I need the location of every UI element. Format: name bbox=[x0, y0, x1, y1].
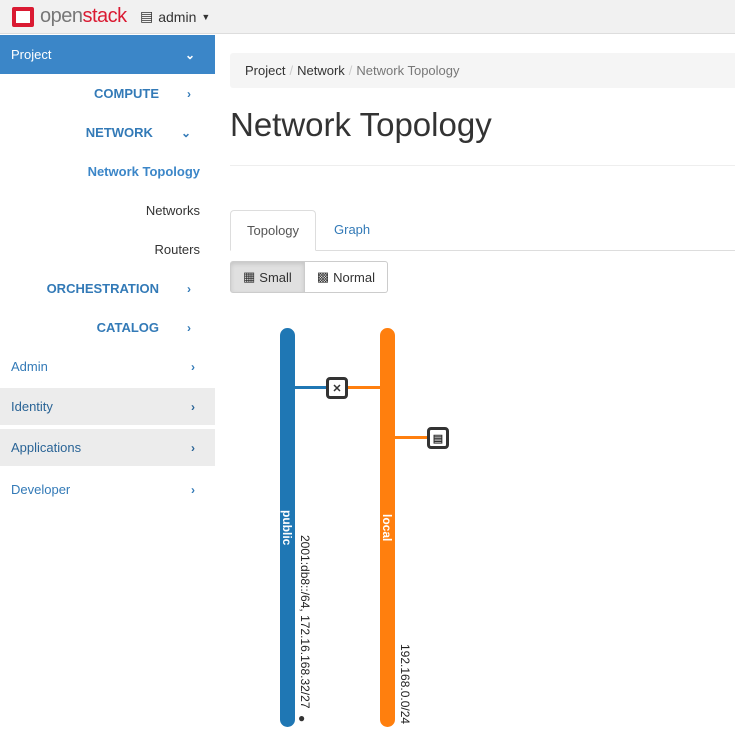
sidebar-item-applications[interactable]: Applications › bbox=[0, 429, 215, 466]
label: Networks bbox=[145, 203, 200, 218]
sidebar-item-admin[interactable]: Admin › bbox=[0, 347, 215, 386]
chevron-right-icon: › bbox=[191, 482, 195, 497]
grid-small-icon: ▦ bbox=[243, 269, 256, 284]
project-dropdown[interactable]: ▤ admin ▼ bbox=[140, 8, 210, 25]
network-name-public: public bbox=[280, 510, 294, 546]
subnet-label-local: 192.168.0.0/24 bbox=[398, 644, 412, 725]
chevron-right-icon: › bbox=[191, 440, 195, 455]
chevron-right-icon: › bbox=[187, 281, 191, 296]
label: Project bbox=[11, 47, 52, 62]
tab-bar: Topology Graph bbox=[230, 210, 735, 251]
sidebar: Project ⌄ COMPUTE › NETWORK ⌄ Network Topol… bbox=[0, 35, 215, 509]
label: Identity bbox=[11, 399, 53, 414]
small-button[interactable]: ▦ Small bbox=[230, 261, 305, 293]
openstack-logo[interactable]: openstack bbox=[12, 5, 127, 28]
normal-button[interactable]: ▩ Normal bbox=[304, 261, 389, 293]
globe-icon: ● bbox=[298, 711, 306, 725]
sidebar-item-identity[interactable]: Identity › bbox=[0, 388, 215, 425]
sidebar-item-network-topology[interactable]: Network Topology bbox=[0, 152, 215, 191]
top-navbar: openstack ▤ admin ▼ bbox=[0, 0, 735, 34]
chevron-right-icon: › bbox=[187, 86, 191, 101]
page-title: Network Topology bbox=[230, 106, 735, 166]
grid-large-icon: ▩ bbox=[316, 269, 330, 284]
sidebar-item-network[interactable]: NETWORK ⌄ bbox=[0, 113, 215, 152]
router-link-local bbox=[348, 386, 381, 389]
subnet-label-public: 2001:db8::/64, 172.16.168.32/27 bbox=[298, 535, 312, 709]
server-link-local bbox=[395, 436, 428, 439]
label: NETWORK bbox=[85, 125, 153, 140]
label: Applications bbox=[11, 440, 82, 455]
main-content: Project / Network / Network Topology Network… bbox=[230, 53, 735, 293]
view-size-toggle: ▦ Small ▩ Normal bbox=[230, 261, 389, 293]
router-icon[interactable]: ✕ bbox=[326, 377, 348, 399]
network-name-local: local bbox=[380, 514, 394, 542]
sidebar-item-routers[interactable]: Routers bbox=[0, 230, 215, 269]
chevron-down-icon: ⌄ bbox=[180, 125, 191, 140]
network-local[interactable] bbox=[380, 328, 395, 727]
logo-icon bbox=[12, 6, 34, 27]
label: Admin bbox=[11, 359, 48, 374]
label: Normal bbox=[333, 269, 376, 285]
tab-graph[interactable]: Graph bbox=[334, 222, 371, 237]
brand-suffix: stack bbox=[82, 5, 128, 27]
sidebar-item-project[interactable]: Project ⌄ bbox=[0, 35, 215, 74]
tab-topology[interactable]: Topology bbox=[230, 210, 317, 251]
brand-prefix: open bbox=[40, 5, 83, 27]
label: Small bbox=[259, 269, 292, 285]
sidebar-item-networks[interactable]: Networks bbox=[0, 191, 215, 230]
chevron-right-icon: › bbox=[187, 320, 191, 335]
label: Network Topology bbox=[87, 164, 200, 179]
label: COMPUTE bbox=[94, 86, 159, 101]
sidebar-item-developer[interactable]: Developer › bbox=[0, 470, 215, 509]
chevron-right-icon: › bbox=[191, 399, 195, 414]
project-name: admin bbox=[158, 8, 197, 25]
label: Developer bbox=[11, 482, 71, 497]
sidebar-item-catalog[interactable]: CATALOG › bbox=[0, 308, 215, 347]
breadcrumb-network[interactable]: Network bbox=[297, 63, 345, 78]
breadcrumb-current: Network Topology bbox=[356, 63, 460, 78]
caret-down-icon: ▼ bbox=[201, 11, 211, 22]
project-icon: ▤ bbox=[140, 8, 154, 24]
chevron-right-icon: › bbox=[191, 359, 195, 374]
breadcrumb-project[interactable]: Project bbox=[245, 63, 286, 78]
router-link-public bbox=[295, 386, 327, 389]
sidebar-item-orchestration[interactable]: ORCHESTRATION › bbox=[0, 269, 215, 308]
chevron-down-icon: ⌄ bbox=[184, 47, 195, 62]
label: CATALOG bbox=[96, 320, 159, 335]
label: Routers bbox=[154, 242, 200, 257]
network-public[interactable] bbox=[280, 328, 295, 727]
server-icon[interactable]: ▤ bbox=[427, 427, 449, 449]
label: ORCHESTRATION bbox=[46, 281, 159, 296]
breadcrumb: Project / Network / Network Topology bbox=[230, 53, 735, 88]
sidebar-item-compute[interactable]: COMPUTE › bbox=[0, 74, 215, 113]
